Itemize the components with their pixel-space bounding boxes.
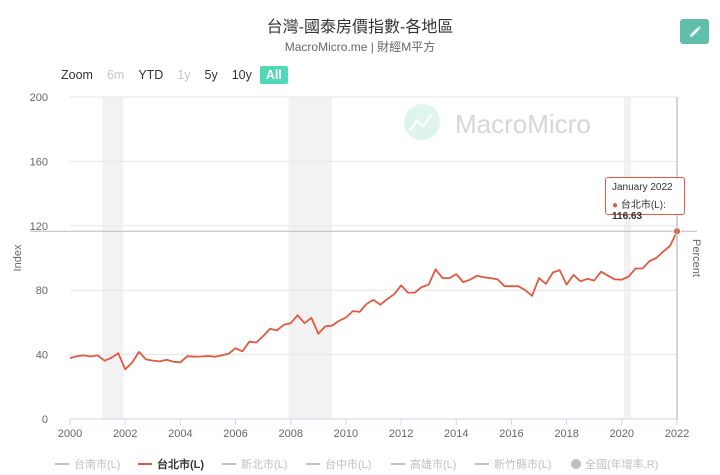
tooltip-value: 116.63	[612, 211, 643, 222]
tooltip-series-name: 台北市(L)	[620, 200, 664, 211]
x-tick-label: 2012	[389, 428, 413, 440]
zoom-1y-button[interactable]: 1y	[177, 68, 191, 82]
recession-band	[102, 97, 123, 419]
legend-item-kaohsiung[interactable]: 高雄市(L)	[391, 456, 456, 472]
legend-label: 新北市(L)	[241, 459, 288, 471]
legend-line-icon	[222, 463, 236, 465]
x-tick-label: 2014	[444, 428, 468, 440]
legend-item-taichung[interactable]: 台中市(L)	[306, 456, 371, 472]
y2-axis-title: Percent	[690, 239, 702, 277]
x-tick-label: 2006	[223, 428, 247, 440]
edit-button[interactable]	[680, 19, 709, 44]
zoom-10y-button[interactable]: 10y	[231, 68, 252, 82]
legend-line-icon	[475, 463, 489, 465]
x-tick-label: 2022	[665, 428, 689, 440]
y-tick-label: 40	[36, 350, 48, 362]
y-tick-label: 160	[30, 156, 48, 168]
chart-subtitle: MacroMicro.me | 財經M平方	[284, 40, 436, 54]
series-line-taipei	[69, 230, 678, 371]
legend-item-taipei[interactable]: 台北市(L)	[138, 456, 204, 472]
zoom-6m-button[interactable]: 6m	[106, 68, 125, 82]
legend-label: 高雄市(L)	[410, 459, 457, 471]
pencil-icon	[689, 25, 701, 37]
recession-band	[624, 97, 631, 419]
legend-circle-icon	[571, 459, 581, 469]
legend-item-hsinchu[interactable]: 新竹縣市(L)	[475, 456, 551, 472]
x-tick-label: 2004	[168, 428, 192, 440]
legend-item-national[interactable]: 全國(年增率,R)	[571, 456, 658, 472]
y-axis-title: Index	[12, 244, 24, 271]
watermark-text: MacroMicro	[455, 109, 591, 139]
zoom-all-button[interactable]: All	[259, 66, 288, 84]
zoom-label: Zoom	[61, 68, 93, 82]
tooltip-date: January 2022	[612, 182, 673, 193]
x-tick-label: 2008	[278, 428, 302, 440]
recession-band	[288, 97, 333, 419]
chart-legend: 台南市(L) 台北市(L) 新北市(L) 台中市(L) 高雄市(L) 新竹縣市(…	[0, 456, 720, 472]
zoom-5y-button[interactable]: 5y	[204, 68, 218, 82]
y-tick-label: 200	[30, 92, 48, 104]
legend-label: 全國(年增率,R)	[585, 459, 659, 471]
x-tick-label: 2018	[554, 428, 578, 440]
legend-item-new-taipei[interactable]: 新北市(L)	[222, 456, 287, 472]
legend-label: 台南市(L)	[74, 459, 121, 471]
x-tick-label: 2010	[334, 428, 358, 440]
legend-item-tainan[interactable]: 台南市(L)	[55, 456, 120, 472]
legend-line-icon	[55, 463, 69, 465]
legend-line-icon	[306, 463, 320, 465]
chart-tooltip: January 2022 ● 台北市(L): 116.63	[605, 177, 685, 222]
tooltip-series-dot: ●	[612, 200, 619, 211]
legend-label: 台中市(L)	[325, 459, 372, 471]
x-tick-label: 2016	[499, 428, 523, 440]
zoom-bar: Zoom 6m YTD 1y 5y 10y All	[61, 66, 290, 84]
legend-line-icon	[138, 463, 152, 465]
chart-title: 台灣-國泰房價指數-各地區	[266, 19, 454, 36]
zoom-ytd-button[interactable]: YTD	[138, 68, 164, 82]
y-tick-label: 0	[42, 414, 48, 426]
legend-label: 台北市(L)	[157, 459, 205, 471]
x-tick-label: 2002	[113, 428, 137, 440]
watermark-logo-icon	[404, 104, 440, 140]
y-tick-label: 80	[36, 285, 48, 297]
watermark: MacroMicro	[404, 104, 591, 140]
legend-line-icon	[391, 463, 405, 465]
x-tick-label: 2000	[58, 428, 82, 440]
legend-label: 新竹縣市(L)	[494, 459, 552, 471]
x-tick-label: 2020	[610, 428, 634, 440]
y-tick-label: 120	[30, 221, 48, 233]
